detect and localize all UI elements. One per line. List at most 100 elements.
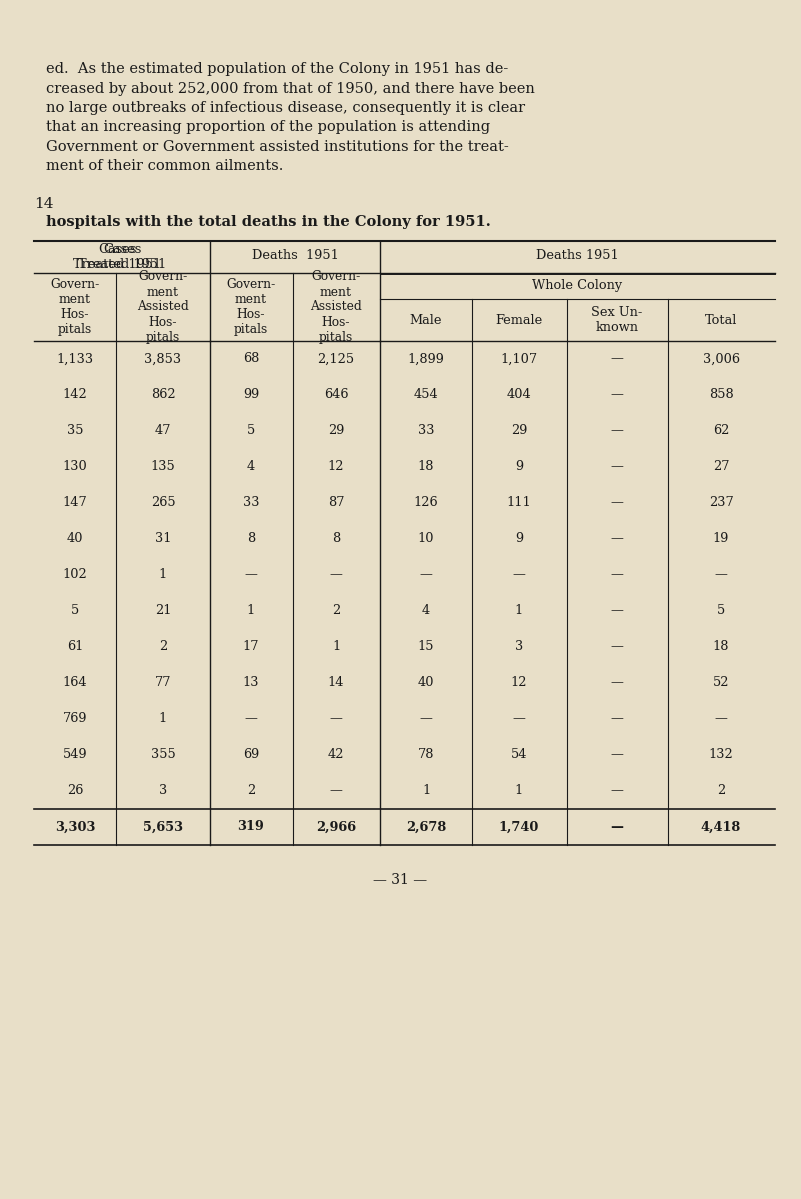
- Text: —: —: [513, 568, 525, 582]
- Text: Whole Colony: Whole Colony: [532, 279, 622, 293]
- Text: Govern-
ment
Hos-
pitals: Govern- ment Hos- pitals: [50, 278, 99, 336]
- Text: 3,006: 3,006: [702, 353, 739, 366]
- Text: 14: 14: [328, 676, 344, 689]
- Text: —: —: [610, 568, 623, 582]
- Text: 164: 164: [62, 676, 87, 689]
- Text: 77: 77: [155, 676, 171, 689]
- Text: —: —: [610, 820, 623, 833]
- Text: 19: 19: [713, 532, 729, 546]
- Text: 265: 265: [151, 496, 175, 510]
- Text: 9: 9: [515, 460, 523, 474]
- Text: 2: 2: [247, 784, 256, 797]
- Text: 14: 14: [34, 197, 54, 211]
- Text: 646: 646: [324, 388, 348, 402]
- Text: 5,653: 5,653: [143, 820, 183, 833]
- Text: 355: 355: [151, 748, 175, 761]
- Text: 126: 126: [413, 496, 438, 510]
- Text: 1,107: 1,107: [501, 353, 537, 366]
- Text: Cases
Treated 1951: Cases Treated 1951: [73, 243, 161, 271]
- Text: 319: 319: [238, 820, 264, 833]
- Text: 17: 17: [243, 640, 260, 653]
- Text: Govern-
ment
Assisted
Hos-
pitals: Govern- ment Assisted Hos- pitals: [310, 271, 362, 343]
- Text: 40: 40: [66, 532, 83, 546]
- Text: 5: 5: [70, 604, 79, 617]
- Text: Female: Female: [495, 313, 542, 326]
- Text: 769: 769: [62, 712, 87, 725]
- Text: 3,303: 3,303: [54, 820, 95, 833]
- Text: 3,853: 3,853: [144, 353, 182, 366]
- Text: 29: 29: [328, 424, 344, 438]
- Text: 858: 858: [709, 388, 734, 402]
- Text: 18: 18: [418, 460, 434, 474]
- Text: —: —: [610, 353, 623, 366]
- Text: no large outbreaks of infectious disease, consequently it is clear: no large outbreaks of infectious disease…: [46, 101, 525, 115]
- Text: 147: 147: [62, 496, 87, 510]
- Text: —: —: [610, 784, 623, 797]
- Text: —: —: [610, 676, 623, 689]
- Text: 61: 61: [66, 640, 83, 653]
- Text: 21: 21: [155, 604, 171, 617]
- Text: —: —: [610, 424, 623, 438]
- Text: —: —: [329, 712, 343, 725]
- Text: 62: 62: [713, 424, 729, 438]
- Text: 862: 862: [151, 388, 175, 402]
- Text: 5: 5: [247, 424, 256, 438]
- Text: Govern-
ment
Assisted
Hos-
pitals: Govern- ment Assisted Hos- pitals: [137, 271, 189, 343]
- Text: 1: 1: [159, 568, 167, 582]
- Text: 1: 1: [422, 784, 430, 797]
- Text: 12: 12: [511, 676, 527, 689]
- Text: 27: 27: [713, 460, 729, 474]
- Text: 130: 130: [62, 460, 87, 474]
- Text: —: —: [513, 712, 525, 725]
- Text: 454: 454: [413, 388, 438, 402]
- Text: Cases
Treated 1951: Cases Treated 1951: [78, 243, 166, 271]
- Text: 2,125: 2,125: [317, 353, 355, 366]
- Text: 78: 78: [418, 748, 434, 761]
- Text: 1: 1: [159, 712, 167, 725]
- Text: —: —: [610, 712, 623, 725]
- Text: —: —: [610, 496, 623, 510]
- Text: —: —: [714, 568, 727, 582]
- Text: —: —: [714, 712, 727, 725]
- Text: 10: 10: [418, 532, 434, 546]
- Text: —: —: [610, 640, 623, 653]
- Text: 4,418: 4,418: [701, 820, 741, 833]
- Text: Deaths  1951: Deaths 1951: [252, 249, 339, 263]
- Text: ment of their common ailments.: ment of their common ailments.: [46, 159, 284, 174]
- Text: 9: 9: [515, 532, 523, 546]
- Text: 4: 4: [422, 604, 430, 617]
- Text: 47: 47: [155, 424, 171, 438]
- Text: 404: 404: [506, 388, 531, 402]
- Text: 142: 142: [62, 388, 87, 402]
- Text: 12: 12: [328, 460, 344, 474]
- Text: 2,678: 2,678: [406, 820, 446, 833]
- Text: 69: 69: [243, 748, 260, 761]
- Text: —: —: [329, 568, 343, 582]
- Text: 1,133: 1,133: [56, 353, 94, 366]
- Text: 87: 87: [328, 496, 344, 510]
- Text: —: —: [610, 388, 623, 402]
- Text: 4: 4: [247, 460, 256, 474]
- Text: Sex Un-
known: Sex Un- known: [591, 306, 642, 335]
- Text: Government or Government assisted institutions for the treat-: Government or Government assisted instit…: [46, 140, 509, 153]
- Text: creased by about 252,000 from that of 1950, and there have been: creased by about 252,000 from that of 19…: [46, 82, 535, 96]
- Text: 2: 2: [159, 640, 167, 653]
- Text: 1: 1: [515, 604, 523, 617]
- Text: —: —: [610, 532, 623, 546]
- Text: 1,899: 1,899: [408, 353, 445, 366]
- Text: —: —: [610, 748, 623, 761]
- Text: 33: 33: [418, 424, 434, 438]
- Text: 29: 29: [511, 424, 527, 438]
- Text: 1: 1: [247, 604, 256, 617]
- Text: 35: 35: [66, 424, 83, 438]
- Text: —: —: [610, 460, 623, 474]
- Text: 26: 26: [66, 784, 83, 797]
- Text: that an increasing proportion of the population is attending: that an increasing proportion of the pop…: [46, 121, 490, 134]
- Text: 2: 2: [717, 784, 725, 797]
- Text: 1: 1: [332, 640, 340, 653]
- Text: 3: 3: [159, 784, 167, 797]
- Text: 102: 102: [62, 568, 87, 582]
- Text: —: —: [329, 784, 343, 797]
- Text: —: —: [420, 568, 433, 582]
- Text: 31: 31: [155, 532, 171, 546]
